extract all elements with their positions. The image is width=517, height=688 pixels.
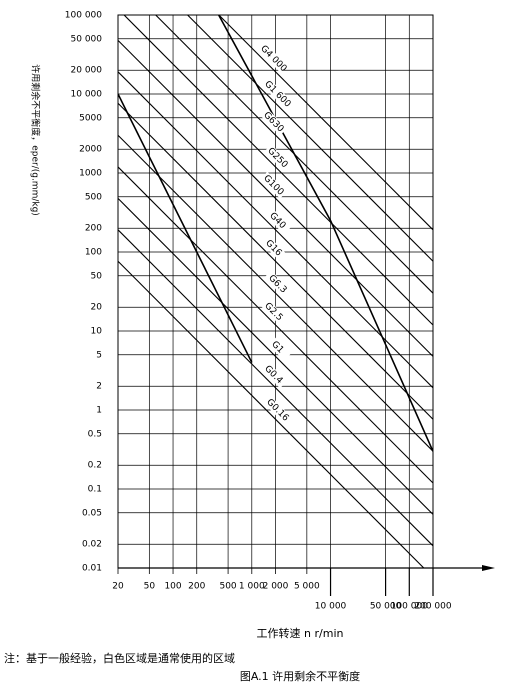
grade-line — [118, 166, 433, 484]
y-tick-label: 1 — [96, 406, 102, 416]
caption: 图A.1 许用剩余不平衡度 — [240, 669, 360, 683]
grade-line — [123, 15, 433, 326]
y-tick-label: 50 — [91, 271, 103, 281]
x-tick-label: 100 — [164, 582, 181, 592]
y-tick-label: 2 — [96, 382, 102, 392]
y-tick-label: 2000 — [79, 145, 102, 155]
plot-lines — [118, 15, 433, 568]
y-tick-label: 5 — [96, 350, 102, 360]
y-tick-label: 100 — [85, 248, 102, 258]
x-tick-label: 5 000 — [294, 582, 320, 592]
x-axis-arrow — [482, 565, 495, 571]
x-tick-label: 2 000 — [263, 582, 289, 592]
label-background — [264, 270, 292, 298]
grade-line — [118, 198, 433, 515]
y-tick-label: 0.2 — [88, 461, 102, 471]
grade-line — [218, 15, 433, 231]
label-background — [260, 361, 288, 389]
grade-line — [118, 134, 433, 452]
label-background — [260, 171, 288, 199]
label-background — [264, 333, 292, 361]
label-background — [264, 144, 292, 172]
y-tick-label: 0.01 — [82, 564, 102, 574]
y-axis-label: 许用剩余不平衡度，eper/(g.mm/kg) — [30, 64, 42, 216]
y-tick-label: 0.05 — [82, 508, 102, 518]
label-background — [264, 396, 292, 424]
y-tick-label: 100 000 — [65, 11, 102, 21]
x-tick-label: 500 — [219, 582, 236, 592]
label-background — [264, 207, 292, 235]
grade-label: G0.16 — [264, 397, 290, 423]
x-tick-label: 200 — [188, 582, 205, 592]
label-background — [260, 108, 288, 136]
x-tick-label: 200 000 — [414, 602, 451, 612]
y-tick-label: 20 000 — [71, 66, 103, 76]
y-tick-label: 0.5 — [88, 429, 102, 439]
x-axis-label: 工作转速 n r/min — [257, 626, 344, 640]
x-tick-label: 100 000 — [391, 602, 428, 612]
grade-line — [118, 229, 433, 547]
grade-line — [118, 71, 433, 389]
grade-line — [118, 39, 433, 357]
y-tick-label: 10 000 — [71, 90, 103, 100]
x-tick-label: 20 — [112, 582, 124, 592]
x-tick-label: 10 000 — [315, 602, 347, 612]
grade-line — [118, 260, 425, 568]
grade-line — [187, 15, 433, 262]
y-tick-label: 500 — [85, 192, 102, 202]
y-tick-label: 50 000 — [71, 34, 103, 44]
label-background — [260, 45, 288, 73]
label-background — [264, 80, 292, 108]
y-tick-label: 5000 — [79, 113, 102, 123]
x-tick-label: 50 000 — [370, 602, 402, 612]
x-tick-label: 1 000 — [239, 582, 265, 592]
region-boundary — [217, 15, 433, 452]
grade-line — [118, 102, 433, 420]
region-boundary — [118, 93, 253, 363]
y-tick-label: 0.1 — [88, 485, 102, 495]
y-tick-label: 200 — [85, 224, 102, 234]
label-background — [260, 298, 288, 326]
y-tick-label: 20 — [91, 303, 103, 313]
y-tick-label: 0.02 — [82, 540, 102, 550]
y-tick-label: 1000 — [79, 169, 102, 179]
note: 注：基于一般经验，白色区域是通常使用的区域 — [4, 651, 235, 665]
x-tick-label: 50 — [144, 582, 156, 592]
y-tick-label: 10 — [91, 327, 103, 337]
label-background — [260, 234, 288, 262]
